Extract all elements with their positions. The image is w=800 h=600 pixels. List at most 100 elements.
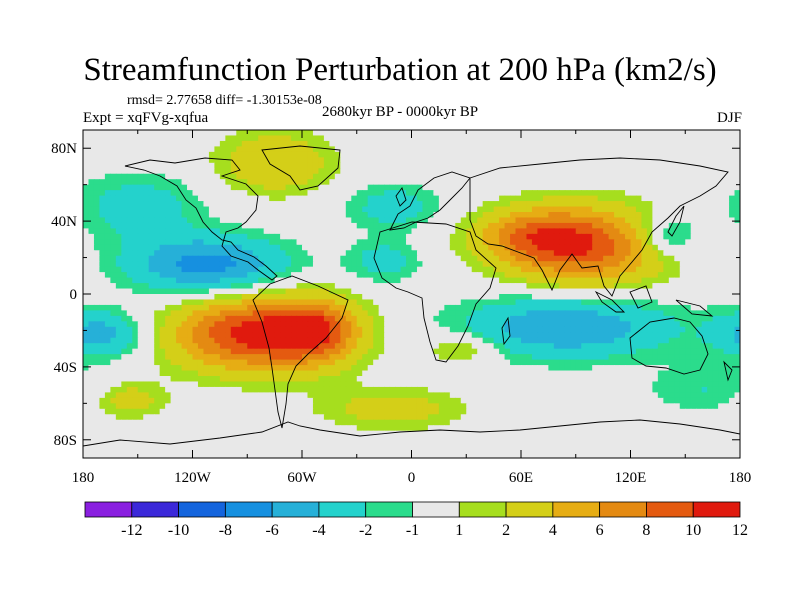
field-cell bbox=[236, 299, 243, 306]
field-cell bbox=[170, 228, 177, 235]
field-cell bbox=[597, 283, 604, 290]
field-cell bbox=[110, 233, 117, 240]
field-cell bbox=[318, 195, 325, 202]
field-cell bbox=[384, 250, 391, 257]
field-cell bbox=[729, 261, 736, 268]
field-cell bbox=[690, 261, 697, 268]
field-cell bbox=[318, 354, 325, 361]
field-cell bbox=[121, 140, 128, 147]
field-cell bbox=[685, 130, 692, 137]
field-cell bbox=[143, 212, 150, 219]
field-cell bbox=[88, 288, 95, 295]
field-cell bbox=[438, 228, 445, 235]
field-cell bbox=[154, 294, 161, 301]
field-cell bbox=[438, 179, 445, 186]
field-cell bbox=[510, 277, 517, 284]
field-cell bbox=[236, 348, 243, 355]
field-cell bbox=[619, 184, 626, 191]
field-cell bbox=[296, 212, 303, 219]
field-cell bbox=[411, 348, 418, 355]
field-cell bbox=[340, 266, 347, 273]
field-cell bbox=[219, 250, 226, 257]
field-cell bbox=[707, 310, 714, 317]
field-cell bbox=[548, 288, 555, 295]
field-cell bbox=[219, 222, 226, 229]
field-cell bbox=[274, 168, 281, 175]
field-cell bbox=[619, 277, 626, 284]
field-cell bbox=[143, 255, 150, 262]
field-cell bbox=[258, 206, 265, 213]
field-cell bbox=[449, 217, 456, 224]
field-cell bbox=[110, 217, 117, 224]
field-cell bbox=[318, 326, 325, 333]
field-cell bbox=[707, 151, 714, 158]
field-cell bbox=[493, 146, 500, 153]
field-cell bbox=[679, 261, 686, 268]
field-cell bbox=[718, 190, 725, 197]
field-cell bbox=[510, 315, 517, 322]
field-cell bbox=[696, 157, 703, 164]
field-cell bbox=[83, 354, 90, 361]
field-cell bbox=[291, 228, 298, 235]
field-cell bbox=[340, 162, 347, 169]
field-cell bbox=[329, 233, 336, 240]
field-cell bbox=[559, 321, 566, 328]
field-cell bbox=[192, 266, 199, 273]
field-cell bbox=[132, 151, 139, 158]
field-cell bbox=[575, 201, 582, 208]
field-cell bbox=[625, 304, 632, 311]
field-cell bbox=[225, 261, 232, 268]
field-cell bbox=[345, 299, 352, 306]
field-cell bbox=[542, 244, 549, 251]
field-cell bbox=[247, 272, 254, 279]
field-cell bbox=[307, 206, 314, 213]
field-cell bbox=[663, 294, 670, 301]
field-cell bbox=[208, 217, 215, 224]
field-cell bbox=[460, 217, 467, 224]
field-cell bbox=[176, 140, 183, 147]
field-cell bbox=[148, 222, 155, 229]
field-cell bbox=[499, 206, 506, 213]
field-cell bbox=[373, 332, 380, 339]
field-cell bbox=[154, 277, 161, 284]
field-cell bbox=[99, 212, 106, 219]
field-cell bbox=[395, 315, 402, 322]
field-cell bbox=[230, 304, 237, 311]
field-cell bbox=[230, 283, 237, 290]
field-cell bbox=[258, 304, 265, 311]
field-cell bbox=[236, 321, 243, 328]
field-cell bbox=[258, 239, 265, 246]
field-cell bbox=[208, 140, 215, 147]
field-cell bbox=[586, 343, 593, 350]
field-cell bbox=[597, 195, 604, 202]
field-cell bbox=[592, 217, 599, 224]
field-cell bbox=[449, 326, 456, 333]
field-cell bbox=[88, 266, 95, 273]
field-cell bbox=[734, 173, 740, 180]
field-cell bbox=[88, 294, 95, 301]
field-cell bbox=[663, 343, 670, 350]
field-cell bbox=[329, 321, 336, 328]
field-cell bbox=[696, 239, 703, 246]
field-cell bbox=[510, 261, 517, 268]
field-cell bbox=[603, 173, 610, 180]
field-cell bbox=[493, 315, 500, 322]
field-cell bbox=[252, 261, 259, 268]
field-cell bbox=[723, 304, 730, 311]
field-cell bbox=[531, 228, 539, 235]
field-cell bbox=[269, 195, 276, 202]
field-cell bbox=[115, 332, 122, 339]
field-cell bbox=[521, 135, 528, 142]
field-cell bbox=[663, 184, 670, 191]
field-cell bbox=[657, 179, 664, 186]
field-cell bbox=[345, 157, 352, 164]
field-cell bbox=[263, 315, 270, 322]
field-cell bbox=[510, 157, 517, 164]
field-cell bbox=[548, 140, 555, 147]
field-cell bbox=[603, 348, 610, 355]
field-cell bbox=[466, 337, 473, 344]
field-cell bbox=[701, 283, 708, 290]
field-cell bbox=[564, 212, 571, 219]
field-cell bbox=[652, 310, 659, 317]
field-cell bbox=[362, 222, 369, 229]
